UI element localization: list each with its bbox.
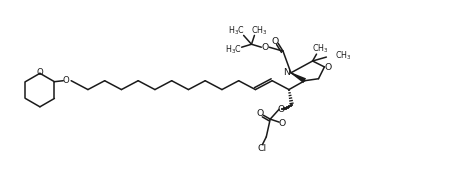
Polygon shape bbox=[291, 72, 306, 83]
Text: Cl: Cl bbox=[258, 144, 267, 153]
Text: O: O bbox=[63, 76, 69, 85]
Text: O: O bbox=[278, 105, 285, 114]
Text: CH$_3$: CH$_3$ bbox=[251, 24, 268, 37]
Text: O: O bbox=[261, 43, 269, 52]
Text: O: O bbox=[257, 109, 264, 118]
Text: O: O bbox=[271, 37, 279, 46]
Text: O: O bbox=[278, 119, 286, 127]
Text: CH$_3$: CH$_3$ bbox=[312, 43, 329, 55]
Text: N: N bbox=[284, 68, 290, 77]
Text: H$_3$C: H$_3$C bbox=[228, 24, 245, 37]
Text: O: O bbox=[325, 63, 332, 72]
Text: O: O bbox=[36, 68, 43, 77]
Text: CH$_3$: CH$_3$ bbox=[335, 50, 352, 62]
Text: H$_3$C: H$_3$C bbox=[225, 44, 242, 56]
